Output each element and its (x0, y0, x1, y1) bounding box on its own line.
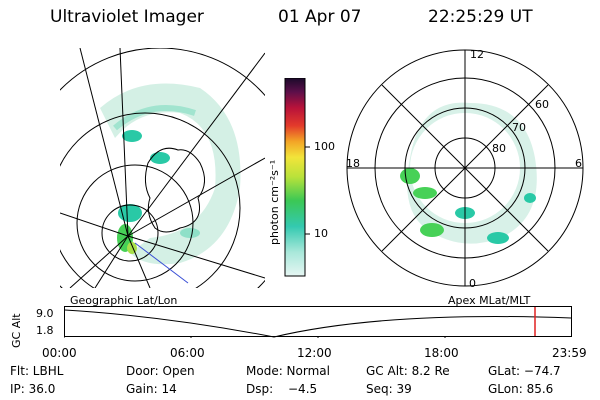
aurora-spot (420, 223, 444, 237)
filter-info: Flt: LBHL (10, 364, 64, 378)
time-label: 22:25:29 UT (428, 7, 533, 27)
mode-info: Mode: Normal (246, 364, 330, 378)
altitude-frame (64, 306, 572, 337)
ip-info: IP: 36.0 (10, 382, 56, 396)
altitude-xtick: 18:00 (424, 346, 459, 360)
altitude-ylabel: GC Alt (10, 313, 23, 348)
aurora-spot (122, 130, 142, 142)
aurora-spot (400, 168, 420, 184)
instrument-title: Ultraviolet Imager (50, 7, 204, 27)
seq-info: Seq: 39 (366, 382, 412, 396)
aurora-spot (413, 187, 437, 199)
colorbar-tick-10: 10 (314, 227, 328, 240)
glat-info: GLat: −74.7 (488, 364, 561, 378)
apex-panel-label: Apex MLat/MLT (448, 294, 531, 307)
continent-outline (144, 147, 205, 233)
gain-info: Gain: 14 (126, 382, 177, 396)
altitude-ytick-bottom: 1.8 (36, 324, 54, 337)
altitude-xtick: 23:59 (552, 346, 587, 360)
colorbar-unit-label: photon cm⁻²s⁻¹ (268, 159, 281, 245)
mlt-label-6: 6 (575, 157, 582, 170)
glon-info: GLon: 85.6 (488, 382, 554, 396)
door-info: Door: Open (126, 364, 195, 378)
altitude-xtick: 12:00 (297, 346, 332, 360)
mlt-label-18: 18 (346, 157, 360, 170)
aurora-spot (118, 204, 142, 222)
aurora-spot (150, 152, 170, 164)
dsp-value: −4.5 (288, 382, 318, 396)
polar-mlt-plot (346, 49, 584, 287)
altitude-ytick-top: 9.0 (36, 307, 54, 320)
colorbar (284, 78, 310, 277)
mlat-label-60: 60 (535, 98, 549, 111)
altitude-xtick: 00:00 (42, 346, 77, 360)
altitude-xtick: 06:00 (170, 346, 205, 360)
mlat-label-80: 80 (492, 142, 506, 155)
mlt-label-12: 12 (470, 48, 484, 61)
colorbar-tick-100: 100 (314, 140, 335, 153)
dsp-label: Dsp: (246, 382, 274, 396)
altitude-curve (64, 309, 572, 338)
aurora-spot (524, 193, 536, 203)
mlat-label-70: 70 (512, 121, 526, 134)
colorbar-gradient (284, 78, 306, 277)
geographic-image (60, 48, 265, 288)
date-label: 01 Apr 07 (278, 7, 362, 27)
gc-alt-info: GC Alt: 8.2 Re (366, 364, 450, 378)
aurora-spot (487, 232, 509, 244)
aurora-haze (100, 83, 241, 265)
nadir-line (134, 242, 189, 284)
geographic-panel-label: Geographic Lat/Lon (70, 294, 178, 307)
aurora-spot (180, 228, 200, 238)
altitude-timeline (64, 306, 572, 338)
mlt-label-0: 0 (469, 277, 476, 290)
